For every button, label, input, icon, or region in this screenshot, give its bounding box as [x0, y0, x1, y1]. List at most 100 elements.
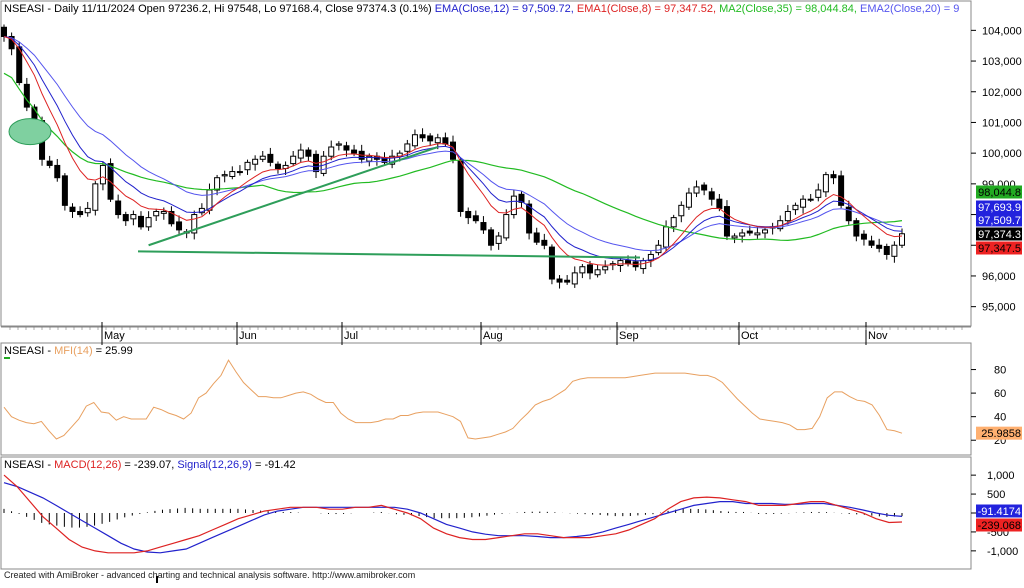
- price-pane-frame: [0, 0, 972, 327]
- ema8-header: EMA1(Close,8) = 97,347.52,: [577, 3, 719, 15]
- candle-body: [480, 222, 487, 231]
- mfi-value-label: 25.9858: [976, 426, 1022, 440]
- candle-body: [191, 214, 198, 234]
- candle-body: [419, 134, 426, 139]
- candle-body: [92, 183, 99, 211]
- ema8-value-label: 97,347.5: [976, 241, 1022, 255]
- candle-body: [754, 232, 761, 236]
- candle-body: [830, 174, 837, 179]
- mfi-y-tick-label: 60: [994, 388, 1006, 400]
- candle-body: [708, 191, 715, 200]
- candle-body: [518, 193, 525, 203]
- candle-body: [746, 230, 753, 234]
- candle-body: [244, 161, 251, 171]
- candle-body: [160, 210, 167, 214]
- mfi-header-value: = 25.99: [93, 345, 133, 357]
- mfi-pane-frame: [0, 342, 972, 456]
- candle-body: [297, 149, 304, 159]
- price-y-tick-label: 103,000: [982, 56, 1022, 68]
- macd-y-tick-label: 500: [987, 489, 1005, 501]
- candle-body: [99, 164, 106, 185]
- ema12-value-label-text: 97,509.7: [978, 215, 1021, 227]
- candle-body: [176, 221, 183, 231]
- candle-body: [510, 195, 517, 216]
- candle-body: [495, 235, 502, 244]
- candle-body: [366, 155, 373, 162]
- candle-body: [640, 260, 647, 270]
- candle-body: [427, 135, 434, 142]
- candle-body: [267, 153, 274, 163]
- candle-body: [450, 141, 456, 160]
- candle-body: [84, 207, 91, 214]
- month-label: Aug: [483, 330, 503, 342]
- candle-body: [343, 145, 350, 151]
- candle-body: [762, 229, 769, 234]
- candle-body: [503, 214, 510, 239]
- mfi-line: [3, 359, 903, 440]
- price-header-main: NSEASI - Daily 11/11/2024 Open 97236.2, …: [4, 3, 435, 15]
- macd-header-signal-value: = -91.42: [252, 459, 296, 471]
- macd-header-signal: Signal(12,26,9): [177, 459, 252, 471]
- price-y-tick-label: 102,000: [982, 87, 1022, 99]
- candle-body: [122, 214, 129, 222]
- candle-body: [221, 174, 228, 177]
- ema20-value-label-bg: [976, 200, 1022, 214]
- candle-body: [899, 233, 905, 246]
- macd-y-tick-label: -1,000: [987, 546, 1018, 558]
- ema20-value-label-text: 97,693.9: [978, 202, 1021, 214]
- candle-body: [533, 232, 540, 243]
- candle-body: [556, 278, 563, 283]
- candle-body: [853, 220, 860, 237]
- candle-body: [252, 158, 259, 165]
- candle-body: [77, 210, 84, 216]
- signal-value-label-text: -91.4174: [978, 506, 1021, 518]
- candle-body: [404, 143, 411, 152]
- candle-body: [305, 149, 312, 157]
- candle-body: [541, 239, 548, 246]
- candle-body: [891, 244, 898, 257]
- candle-body: [236, 171, 243, 174]
- support-line: [137, 250, 641, 259]
- macd-header: NSEASI - MACD(12,26) = -239.07, Signal(1…: [4, 459, 296, 471]
- candle-body: [290, 155, 297, 165]
- candle-body: [214, 177, 221, 191]
- candle-body: [586, 264, 593, 274]
- candle-body: [465, 210, 472, 219]
- candle-body: [723, 206, 730, 237]
- candle-body: [876, 244, 883, 249]
- mfi-y-tick-label: 40: [994, 412, 1006, 424]
- signal-line: [3, 482, 903, 554]
- candle-body: [838, 175, 845, 206]
- candle-body: [526, 203, 533, 234]
- price-y-tick-label: 104,000: [982, 25, 1022, 37]
- ma35-value-label-bg: [976, 185, 1022, 199]
- candle-body: [815, 189, 822, 198]
- footer-credit: Created with AmiBroker - advanced charti…: [4, 570, 416, 580]
- candle-body: [739, 232, 746, 237]
- month-label: Jul: [344, 330, 358, 342]
- candle-body: [16, 46, 23, 84]
- candle-body: [328, 146, 335, 157]
- candle-body: [564, 279, 571, 283]
- month-label: Sep: [619, 330, 639, 342]
- candle-body: [784, 210, 791, 222]
- month-label: Oct: [741, 330, 758, 342]
- candle-body: [822, 174, 829, 193]
- candle-body: [868, 240, 875, 246]
- candle-body: [229, 171, 236, 177]
- candle-body: [472, 215, 479, 222]
- candle-body: [168, 210, 175, 225]
- candle-body: [807, 198, 814, 201]
- macd-y-tick-label: 1,000: [987, 470, 1015, 482]
- signal-value-label: -91.4174: [976, 504, 1022, 518]
- uptrend-line: [148, 146, 439, 247]
- candle-body: [115, 200, 122, 216]
- ema8-line: [3, 36, 903, 266]
- candle-body: [434, 137, 441, 144]
- ma35-line: [3, 72, 903, 242]
- candle-body: [617, 260, 624, 267]
- macd-header-macd-value: = -239.07,: [121, 459, 177, 471]
- candle-body: [594, 269, 601, 276]
